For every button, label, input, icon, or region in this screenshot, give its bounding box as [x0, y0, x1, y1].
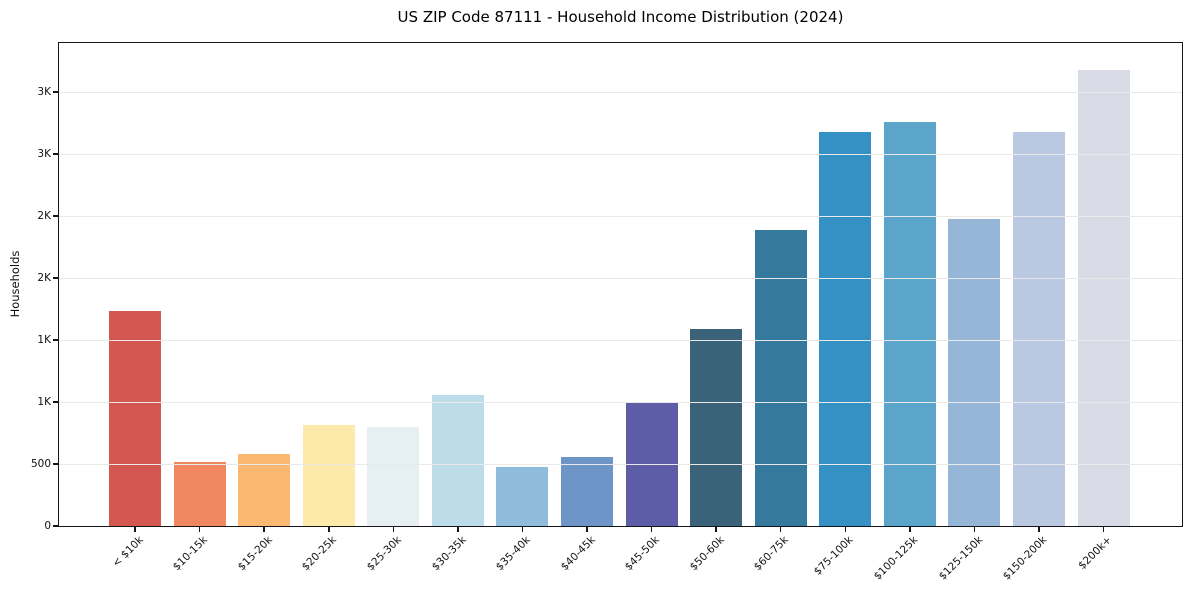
x-tick-mark — [263, 526, 265, 532]
x-tick-mark — [328, 526, 330, 532]
x-tick-label: $200k+ — [1076, 534, 1114, 572]
chart-title: US ZIP Code 87111 - Household Income Dis… — [397, 8, 844, 26]
x-tick-label: < $10k — [109, 534, 146, 570]
y-tick-mark — [53, 339, 59, 341]
x-tick-mark — [457, 526, 459, 532]
y-tick-label: 2K — [37, 271, 51, 284]
bar-$35-40k — [496, 466, 549, 526]
x-tick-mark — [134, 526, 136, 532]
x-tick-label: $10-15k — [170, 534, 211, 574]
x-tick-label: $15-20k — [235, 534, 275, 574]
x-tick-mark — [973, 526, 976, 532]
x-tick-mark — [715, 526, 717, 532]
y-tick-label: 1K — [37, 395, 51, 408]
x-tick-label: $100-125k — [871, 534, 921, 583]
x-tick-mark — [521, 526, 524, 532]
y-tick-mark — [53, 215, 59, 217]
x-tick-mark — [198, 526, 201, 532]
x-tick-label: $45-50k — [622, 534, 663, 574]
bar-$75-100k — [819, 131, 872, 526]
bar-$30-35k — [431, 395, 484, 526]
x-tick-label: $50-60k — [687, 534, 727, 574]
x-tick-label: $150-200k — [1000, 534, 1050, 583]
y-tick-label: 1K — [37, 333, 51, 346]
y-tick-label: 3K — [37, 147, 51, 160]
x-tick-label: $25-30k — [364, 534, 404, 574]
y-tick-mark — [53, 463, 59, 465]
bar-$200k+ — [1077, 69, 1130, 526]
x-tick-mark — [779, 526, 782, 532]
bars-layer — [59, 43, 1182, 526]
y-tick-mark — [53, 153, 59, 155]
bar-< $10k — [109, 310, 161, 526]
x-tick-mark — [586, 526, 588, 532]
bar-$150-200k — [1012, 132, 1065, 526]
x-tick-label: $40-45k — [558, 534, 598, 574]
bar-$50-60k — [690, 328, 743, 526]
y-tick-mark — [53, 525, 59, 527]
x-tick-mark — [1102, 526, 1105, 532]
x-tick-label: $20-25k — [300, 534, 340, 574]
bar-$10-15k — [173, 461, 226, 526]
bar-$60-75k — [754, 229, 807, 526]
y-tick-mark — [53, 91, 59, 93]
x-tick-mark — [844, 526, 846, 532]
x-tick-label: $60-75k — [752, 534, 792, 574]
x-tick-mark — [909, 526, 911, 532]
bar-$100-125k — [883, 122, 936, 526]
x-tick-mark — [1038, 526, 1040, 532]
bar-$20-25k — [302, 424, 355, 526]
x-tick-mark — [650, 526, 653, 532]
bar-$40-45k — [560, 457, 613, 526]
bar-$25-30k — [367, 427, 420, 526]
y-tick-label: 3K — [37, 85, 51, 98]
x-tick-label: $125-150k — [936, 534, 985, 583]
y-tick-label: 2K — [37, 209, 51, 222]
x-tick-label: $30-35k — [429, 534, 469, 574]
x-tick-mark — [392, 526, 394, 532]
bar-$45-50k — [625, 403, 678, 526]
plot-area — [59, 43, 1182, 526]
y-tick-mark — [53, 401, 59, 403]
y-tick-mark — [53, 277, 59, 279]
x-tick-label: $75-100k — [811, 534, 856, 578]
y-tick-label: 500 — [30, 457, 51, 470]
bar-$15-20k — [238, 454, 291, 526]
x-tick-label: $35-40k — [493, 534, 533, 574]
bar-$125-150k — [948, 218, 1001, 526]
y-tick-label: 0 — [44, 519, 51, 532]
